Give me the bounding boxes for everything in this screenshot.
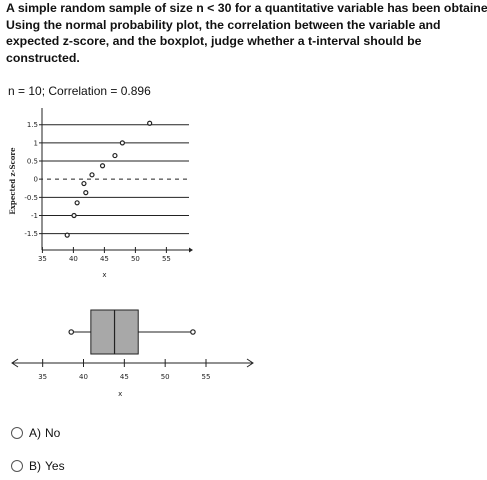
question-text: A simple random sample of size n < 30 fo… — [6, 0, 487, 66]
data-point — [64, 232, 70, 238]
x-tick-label: 45 — [100, 255, 109, 263]
y-tick-label: -0.5 — [24, 194, 38, 202]
data-point — [71, 212, 77, 219]
question-line: constructed. — [6, 50, 80, 65]
x-tick-label: 45 — [120, 373, 129, 381]
data-point — [112, 152, 118, 159]
data-point — [89, 172, 95, 178]
choice-label: Yes — [45, 459, 65, 473]
data-point — [81, 180, 87, 187]
y-tick-label: -1.5 — [24, 230, 38, 238]
question-line: expected z-score, and the boxplot, judge… — [6, 34, 422, 48]
x-tick-label: 55 — [162, 255, 171, 263]
choice-letter: A) — [29, 426, 41, 440]
x-tick-label: 50 — [131, 255, 140, 263]
x-tick-label: 40 — [69, 255, 78, 263]
data-point — [83, 190, 89, 196]
y-tick-label: 0.5 — [27, 158, 38, 166]
y-axis-label: Expected z-Score — [8, 147, 17, 215]
x-tick-label: 40 — [79, 373, 88, 381]
x-tick-label: 35 — [38, 373, 47, 381]
question-line: A simple random sample of size n < 30 fo… — [6, 1, 487, 15]
x-tick-label: 50 — [161, 373, 170, 381]
data-point — [99, 163, 106, 169]
x-tick-label: 35 — [38, 255, 47, 263]
radio-button[interactable] — [11, 427, 23, 439]
choice-yes[interactable]: B) Yes — [11, 459, 65, 473]
x-tick-label: 55 — [202, 373, 211, 381]
x-axis-label: x — [118, 390, 122, 398]
choice-letter: B) — [29, 459, 41, 473]
x-axis-label: x — [102, 271, 106, 279]
choice-no[interactable]: A) No — [11, 426, 60, 440]
choice-label: No — [45, 426, 61, 440]
question-line: Using the normal probability plot, the c… — [6, 17, 441, 32]
sample-stats: n = 10; Correlation = 0.896 — [8, 84, 151, 98]
y-tick-label: 1 — [34, 139, 38, 147]
y-tick-label: 1.5 — [27, 121, 38, 129]
right-arrow-icon — [246, 358, 254, 368]
left-arrow-icon — [11, 358, 19, 368]
data-point — [74, 200, 80, 206]
max-point — [190, 329, 196, 335]
y-tick-label: 0 — [34, 176, 38, 184]
min-point — [68, 329, 75, 335]
data-point — [147, 120, 153, 126]
data-point — [119, 140, 125, 146]
radio-button[interactable] — [11, 460, 23, 472]
y-tick-label: -1 — [31, 212, 38, 220]
x-axis-arrow-icon — [189, 247, 193, 253]
